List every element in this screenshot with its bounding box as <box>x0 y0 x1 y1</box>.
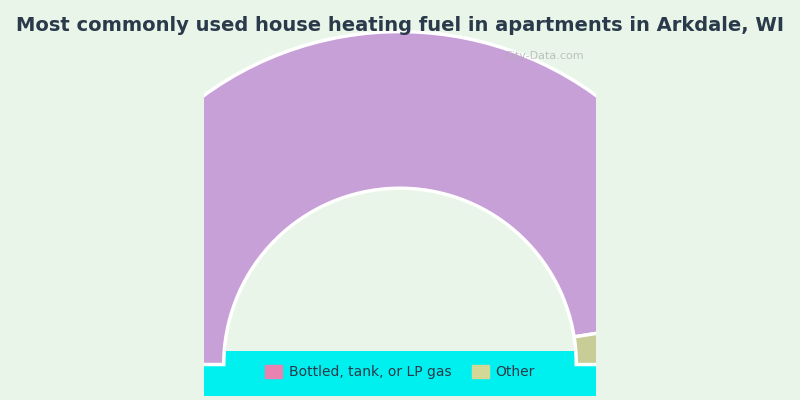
Bar <box>204 351 596 396</box>
Text: City-Data.com: City-Data.com <box>505 51 584 61</box>
Wedge shape <box>67 32 729 364</box>
Wedge shape <box>574 312 733 364</box>
Text: Most commonly used house heating fuel in apartments in Arkdale, WI: Most commonly used house heating fuel in… <box>16 16 784 35</box>
Legend: Bottled, tank, or LP gas, Other: Bottled, tank, or LP gas, Other <box>259 360 541 385</box>
